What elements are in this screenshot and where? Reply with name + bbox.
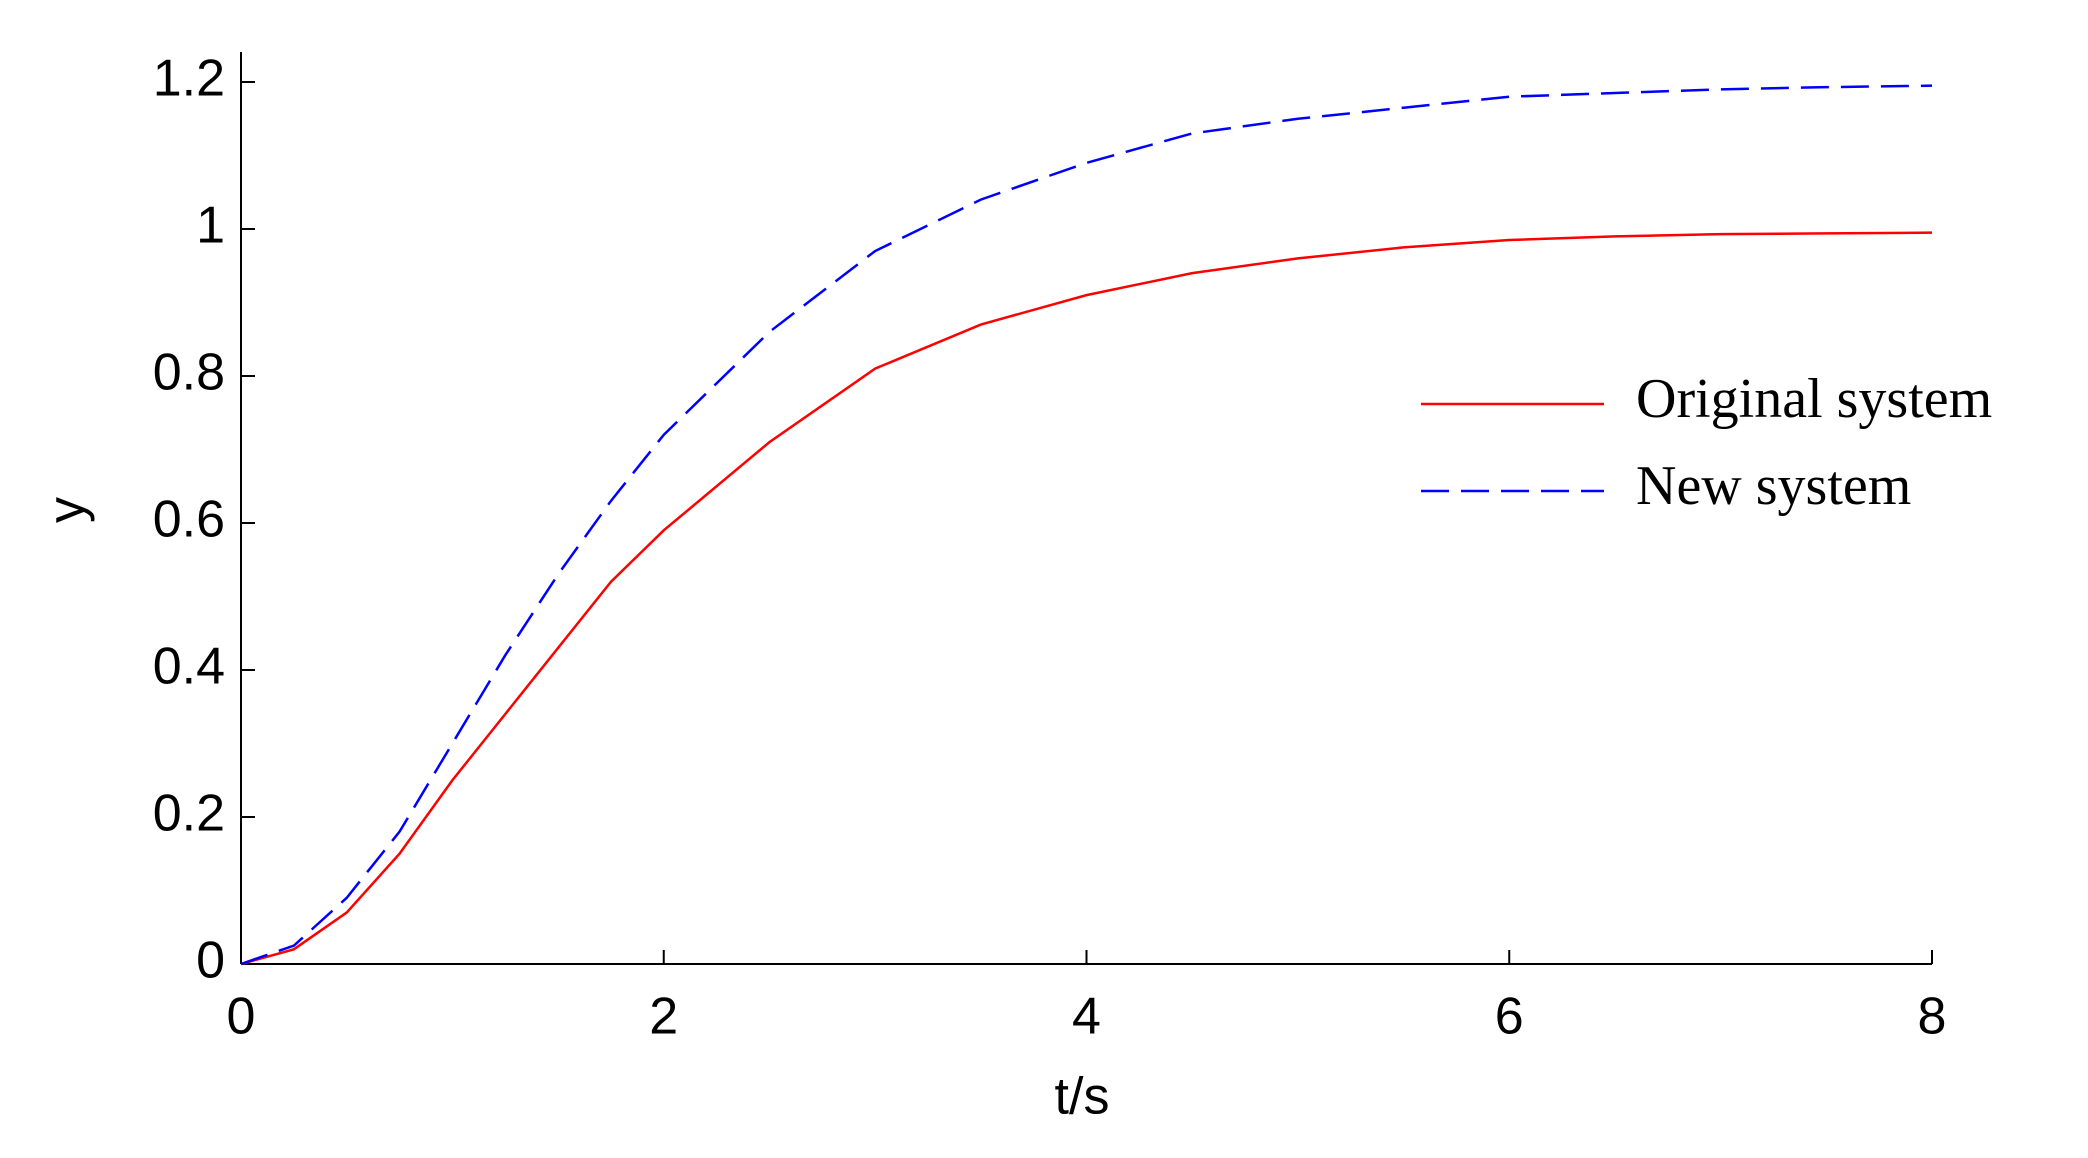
series-line [240, 231, 1933, 966]
y-tick-label: 0.6 [153, 491, 225, 549]
legend-label: Original system [1636, 368, 1992, 430]
x-tick-label: 6 [1495, 988, 1524, 1046]
y-axis-label: y [38, 497, 96, 523]
series-line [240, 84, 1933, 966]
y-tick-label: 0.8 [153, 344, 225, 402]
y-tick-label: 1.2 [153, 50, 225, 108]
legend-label: New system [1636, 455, 1911, 517]
x-tick-label: 2 [649, 988, 678, 1046]
x-tick-label: 8 [1918, 988, 1947, 1046]
y-tick-label: 1 [196, 197, 225, 255]
y-tick-label: 0 [196, 932, 225, 990]
x-tick-label: 0 [227, 988, 256, 1046]
y-tick-label: 0.4 [153, 638, 225, 696]
x-tick-label: 4 [1072, 988, 1101, 1046]
x-axis-label: t/s [1055, 1068, 1110, 1126]
y-tick-label: 0.2 [153, 785, 225, 843]
